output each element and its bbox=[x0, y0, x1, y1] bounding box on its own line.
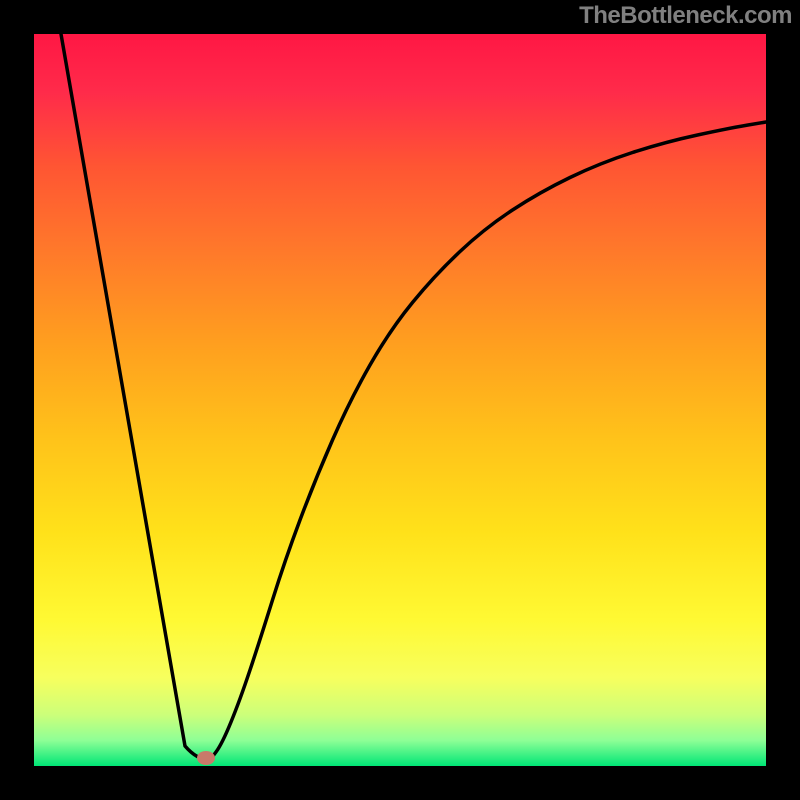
chart-container: TheBottleneck.com bbox=[0, 0, 800, 800]
bottleneck-curve-chart bbox=[0, 0, 800, 800]
minimum-marker bbox=[197, 751, 215, 765]
watermark-text: TheBottleneck.com bbox=[579, 2, 792, 30]
